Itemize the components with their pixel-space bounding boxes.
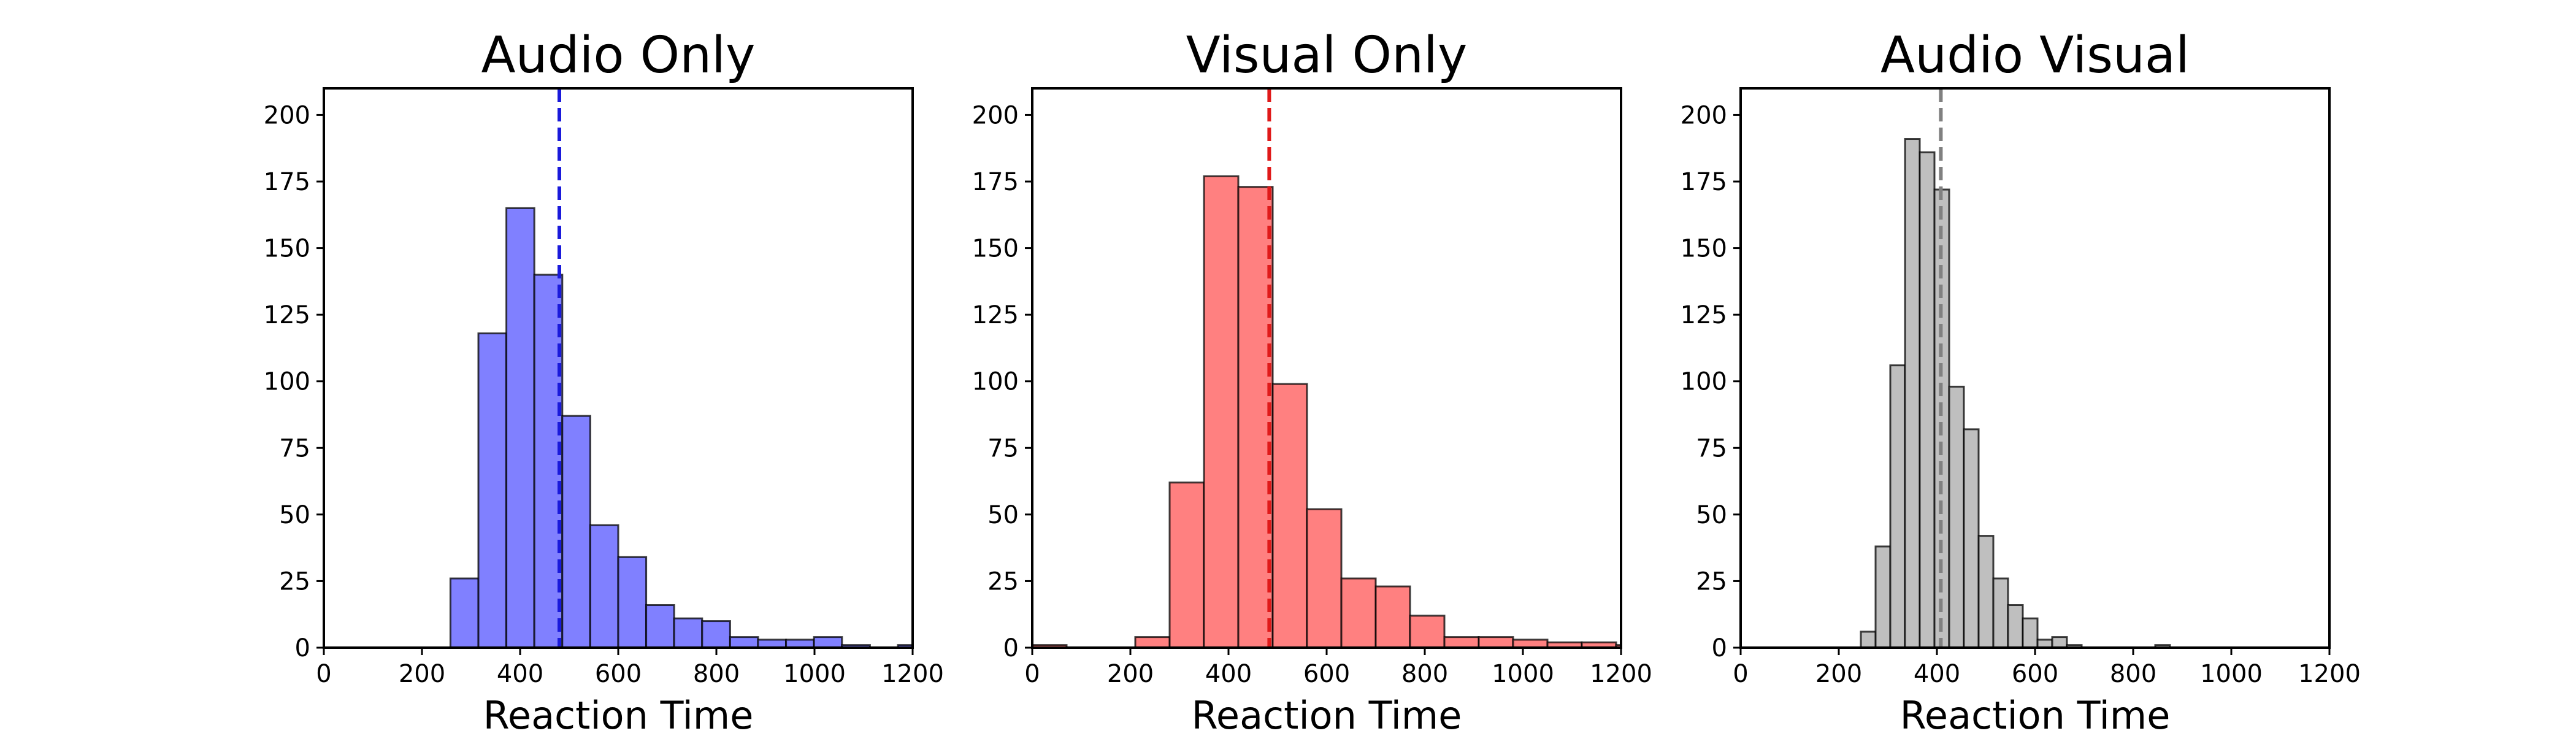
y-tick-label: 0 — [1712, 634, 1727, 662]
bars — [449, 88, 913, 648]
y-tick-label: 100 — [972, 368, 1019, 396]
y-tick-label: 75 — [987, 434, 1019, 462]
x-tick-label: 600 — [2012, 660, 2058, 688]
bars — [1032, 88, 1621, 648]
histogram-bar — [589, 524, 619, 648]
x-tick-label: 600 — [595, 660, 642, 688]
plot-area: 0 200 400 600 800 1000 1200 0 25 50 75 100 125 150 175… — [1681, 87, 2361, 688]
x-axis-label: Reaction Time — [483, 693, 754, 736]
y-tick-label: 75 — [279, 434, 310, 462]
y-tick-label: 125 — [972, 301, 1019, 329]
y-tick-label: 25 — [987, 567, 1019, 596]
x-tick-label: 1000 — [783, 660, 846, 688]
x-tick-label: 600 — [1303, 660, 1350, 688]
y-tick-label: 150 — [264, 235, 310, 263]
plot-area: 0 200 400 600 800 1000 1200 0 25 50 75 100 125 150 175… — [972, 87, 1652, 688]
histogram-bar — [1860, 631, 1877, 648]
histogram-bar — [1889, 364, 1906, 648]
histogram-bar — [1443, 636, 1480, 648]
panel-title: Audio Only — [481, 26, 756, 85]
histogram-bar — [1203, 175, 1240, 648]
x-tick-label: 200 — [1107, 660, 1154, 688]
bars — [1860, 88, 2171, 648]
x-tick-label: 0 — [316, 660, 331, 688]
histogram-bar — [1963, 428, 1980, 648]
y-tick-label: 125 — [1681, 301, 1727, 329]
y-tick-label: 125 — [264, 301, 310, 329]
histogram-bar — [1306, 508, 1343, 648]
x-tick-label: 800 — [1401, 660, 1448, 688]
y-tick-label: 150 — [972, 235, 1019, 263]
histogram-bar — [1919, 151, 1936, 648]
histogram-bar — [1948, 385, 1965, 648]
histogram-bar — [1374, 585, 1411, 648]
histogram-bar — [449, 577, 480, 648]
histogram-bar — [1409, 615, 1446, 648]
x-tick-label: 1000 — [2200, 660, 2263, 688]
histogram-bar — [2051, 636, 2068, 648]
histogram-bar — [1340, 577, 1377, 648]
y-tick-label: 100 — [264, 368, 310, 396]
x-axis-label: Reaction Time — [1192, 693, 1462, 736]
histogram-bar — [645, 604, 675, 648]
y-tick-label: 50 — [279, 501, 310, 529]
y-tick-label: 75 — [1696, 434, 1727, 462]
histogram-bar — [1134, 636, 1171, 648]
y-tick-label: 150 — [1681, 235, 1727, 263]
histogram-bar — [1271, 383, 1308, 648]
x-tick-label: 400 — [1205, 660, 1252, 688]
y-tick-label: 175 — [264, 168, 310, 196]
x-tick-label: 1000 — [1492, 660, 1554, 688]
histogram-bar — [477, 332, 508, 648]
x-tick-label: 0 — [1733, 660, 1748, 688]
panel-audio-visual: Audio Visual 0 200 400 600 800 1000 1200 0 25 50 7… — [1681, 26, 2361, 736]
histogram-bar — [673, 617, 703, 648]
y-tick-label: 100 — [1681, 368, 1727, 396]
histogram-bar — [1977, 535, 1995, 648]
x-tick-label: 800 — [2110, 660, 2156, 688]
x-tick-label: 200 — [1815, 660, 1862, 688]
histogram-bar — [1237, 186, 1274, 648]
histogram-bar — [1615, 644, 1621, 648]
x-tick-label: 800 — [693, 660, 740, 688]
panel-title: Visual Only — [1186, 26, 1468, 85]
y-tick-label: 50 — [987, 501, 1019, 529]
y-tick-label: 0 — [1003, 634, 1019, 662]
y-tick-label: 175 — [1681, 168, 1727, 196]
x-tick-label: 400 — [497, 660, 543, 688]
histogram-bar — [729, 636, 759, 648]
y-tick-label: 25 — [1696, 567, 1727, 596]
y-tick-label: 175 — [972, 168, 1019, 196]
y-tick-label: 200 — [1681, 101, 1727, 129]
plot-area: 0 200 400 600 800 1000 1200 0 25 50 75 100 125 150 175… — [264, 87, 944, 688]
histogram-bar — [1168, 481, 1205, 648]
histogram-bar — [1904, 138, 1921, 648]
histogram-bar — [2022, 617, 2039, 648]
histogram-bar — [1874, 545, 1892, 648]
histogram-bar — [701, 620, 731, 648]
y-tick-label: 200 — [972, 101, 1019, 129]
histogram-bar — [561, 415, 591, 648]
histogram-bar — [1992, 577, 2009, 648]
histogram-bar — [505, 207, 535, 648]
panel-title: Audio Visual — [1880, 26, 2190, 85]
x-tick-label: 0 — [1024, 660, 1040, 688]
x-tick-label: 200 — [399, 660, 445, 688]
histogram-bar — [617, 556, 648, 648]
x-tick-label: 1200 — [1590, 660, 1652, 688]
y-tick-label: 25 — [279, 567, 310, 596]
x-axis-label: Reaction Time — [1900, 693, 2171, 736]
x-tick-label: 400 — [1914, 660, 1960, 688]
histogram-bar — [813, 636, 843, 648]
panel-visual-only: Visual Only 0 200 400 600 800 1000 1200 0 25 50 75… — [972, 26, 1652, 736]
y-tick-label: 50 — [1696, 501, 1727, 529]
y-tick-label: 200 — [264, 101, 310, 129]
histogram-bar — [1478, 636, 1514, 648]
x-tick-label: 1200 — [2298, 660, 2361, 688]
y-tick-label: 0 — [295, 634, 310, 662]
panel-audio-only: Audio Only 0 200 400 600 800 1000 1200 0 25 50 75 1… — [264, 26, 944, 736]
histogram-bar — [2007, 604, 2024, 648]
x-tick-label: 1200 — [881, 660, 944, 688]
